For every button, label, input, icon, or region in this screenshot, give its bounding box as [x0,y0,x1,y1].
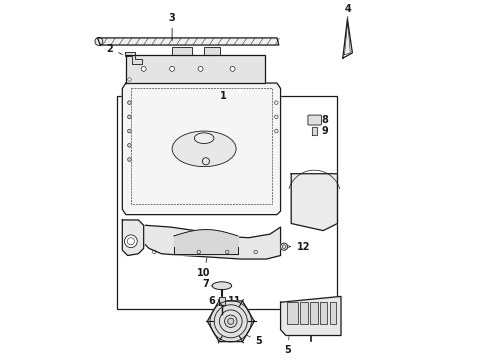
Polygon shape [146,225,281,259]
Polygon shape [122,220,144,256]
Circle shape [128,101,131,104]
Circle shape [128,129,131,133]
Ellipse shape [195,133,214,144]
Bar [287,302,297,324]
Polygon shape [172,47,192,55]
Circle shape [128,78,131,81]
Text: 9: 9 [322,126,329,136]
Polygon shape [312,127,317,135]
Polygon shape [291,174,338,231]
Bar [319,302,327,324]
Polygon shape [125,52,142,63]
Circle shape [128,144,131,147]
Circle shape [128,115,131,119]
Circle shape [230,66,235,71]
Bar [330,302,336,324]
Circle shape [128,158,131,161]
Circle shape [95,37,103,45]
Text: 11: 11 [228,296,242,306]
Polygon shape [98,38,279,45]
Ellipse shape [172,131,236,167]
Text: 12: 12 [286,242,310,252]
Bar [117,95,338,309]
Bar [300,302,308,324]
FancyBboxPatch shape [308,115,321,125]
Circle shape [124,235,137,248]
Circle shape [198,66,203,71]
Text: 6: 6 [208,296,215,306]
Bar [310,302,318,324]
Circle shape [281,243,288,250]
Circle shape [141,66,146,71]
Text: 10: 10 [197,256,211,278]
Text: 1: 1 [220,90,227,100]
Text: 3: 3 [169,13,175,40]
Text: 7: 7 [203,279,209,289]
Polygon shape [122,83,281,215]
Circle shape [228,318,234,324]
Polygon shape [281,296,341,336]
Polygon shape [343,19,352,58]
Polygon shape [219,297,225,305]
Polygon shape [207,301,254,342]
Circle shape [170,66,174,71]
Text: 5: 5 [284,336,291,355]
Ellipse shape [212,282,232,290]
Polygon shape [204,47,220,55]
Polygon shape [126,55,265,83]
Text: 5: 5 [246,335,263,346]
Text: 4: 4 [344,4,351,19]
Text: 2: 2 [107,44,122,54]
Text: 8: 8 [322,115,329,125]
